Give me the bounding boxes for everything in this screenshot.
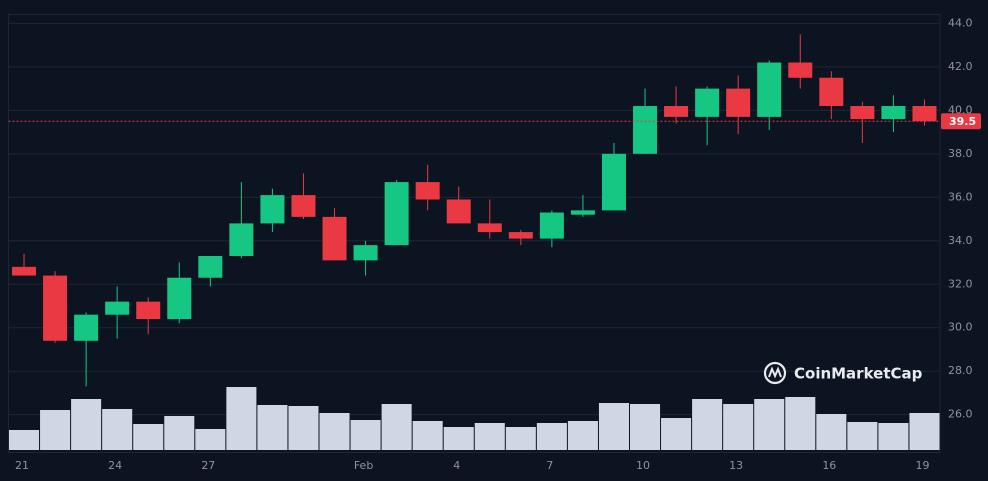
candle-body (322, 216, 347, 261)
watermark-text: CoinMarketCap (794, 365, 923, 383)
y-tick-label: 30.0 (948, 321, 973, 334)
candle-body (105, 301, 130, 315)
candle-body (167, 277, 192, 320)
last-price-label: 39.5 (949, 115, 976, 128)
x-tick-label: 27 (201, 459, 215, 472)
candle-body (260, 195, 285, 224)
candle-body (198, 255, 223, 278)
candle-body (384, 182, 409, 246)
candle-body (136, 301, 161, 320)
last-price-tag (941, 113, 981, 130)
candle-body (788, 62, 813, 78)
volume-bar (878, 423, 909, 450)
candle-body (74, 314, 99, 341)
y-tick-label: 38.0 (948, 147, 973, 160)
volume-bar (133, 424, 164, 450)
volume-bar (164, 416, 195, 450)
volume-bar (412, 421, 443, 450)
candle-body (757, 62, 782, 117)
volume-bar (847, 422, 878, 450)
volume-bar (536, 423, 567, 450)
x-tick-label: 7 (546, 459, 553, 472)
x-tick-label: 19 (915, 459, 929, 472)
y-tick-label: 36.0 (948, 190, 973, 203)
volume-bar (816, 414, 847, 450)
volume-bar (319, 413, 350, 450)
grid (8, 22, 940, 416)
y-tick-label: 26.0 (948, 408, 973, 421)
x-tick-label: 24 (108, 459, 122, 472)
y-tick-label: 28.0 (948, 364, 973, 377)
candle-body (477, 223, 502, 233)
candle-body (881, 106, 906, 120)
volume-bar (754, 399, 785, 450)
watermark-logo (763, 361, 787, 385)
volume-bar (226, 387, 257, 450)
volume-bar (909, 413, 940, 450)
volume-bar (381, 404, 412, 450)
candle-body (43, 275, 68, 341)
candle-body (601, 153, 626, 211)
candle-body (12, 266, 37, 276)
x-tick-label: 21 (15, 459, 29, 472)
candle-body (819, 77, 844, 107)
candle-body (415, 182, 440, 200)
candle-body (229, 223, 254, 256)
volume-bar (505, 427, 536, 450)
volume-bar (195, 429, 226, 450)
volume-bar (40, 410, 71, 450)
volume-bar (785, 397, 816, 450)
candle-body (508, 232, 533, 239)
candle-body (633, 106, 658, 154)
watermark: CoinMarketCap (763, 361, 923, 385)
candle-body (570, 210, 595, 215)
candle-body (695, 88, 720, 117)
candle-body (291, 195, 316, 217)
volume-bar (288, 406, 319, 450)
volume-bar (257, 405, 288, 450)
y-tick-label: 40.0 (948, 103, 973, 116)
volume-bar (692, 399, 723, 450)
y-tick-label: 34.0 (948, 234, 973, 247)
volume-bar (723, 404, 754, 450)
volume-bar (661, 418, 692, 450)
y-tick-label: 32.0 (948, 277, 973, 290)
volume-bar (9, 430, 40, 450)
x-tick-label: 13 (729, 459, 743, 472)
volume-bar (474, 423, 505, 450)
watermark-logo-mark (768, 366, 782, 379)
y-tick-label: 44.0 (948, 16, 973, 29)
volume-bar (350, 420, 381, 450)
plot-frame (8, 14, 941, 453)
candle-body (726, 88, 751, 117)
volume-bar (630, 404, 661, 450)
volume-bar (102, 409, 133, 450)
candle-body (353, 245, 378, 261)
x-tick-label: 16 (822, 459, 836, 472)
volume-bar (567, 421, 598, 450)
x-tick-label: Feb (354, 459, 373, 472)
volume-bar (598, 403, 629, 450)
candle-body (912, 106, 937, 122)
candle-body (446, 199, 471, 224)
x-tick-label: 4 (453, 459, 460, 472)
volume-bar (71, 399, 102, 450)
x-tick-label: 10 (636, 459, 650, 472)
y-tick-label: 42.0 (948, 60, 973, 73)
candle-body (850, 106, 875, 120)
candle-body (664, 106, 689, 117)
volume-bar (443, 427, 474, 450)
candle-body (539, 212, 564, 239)
